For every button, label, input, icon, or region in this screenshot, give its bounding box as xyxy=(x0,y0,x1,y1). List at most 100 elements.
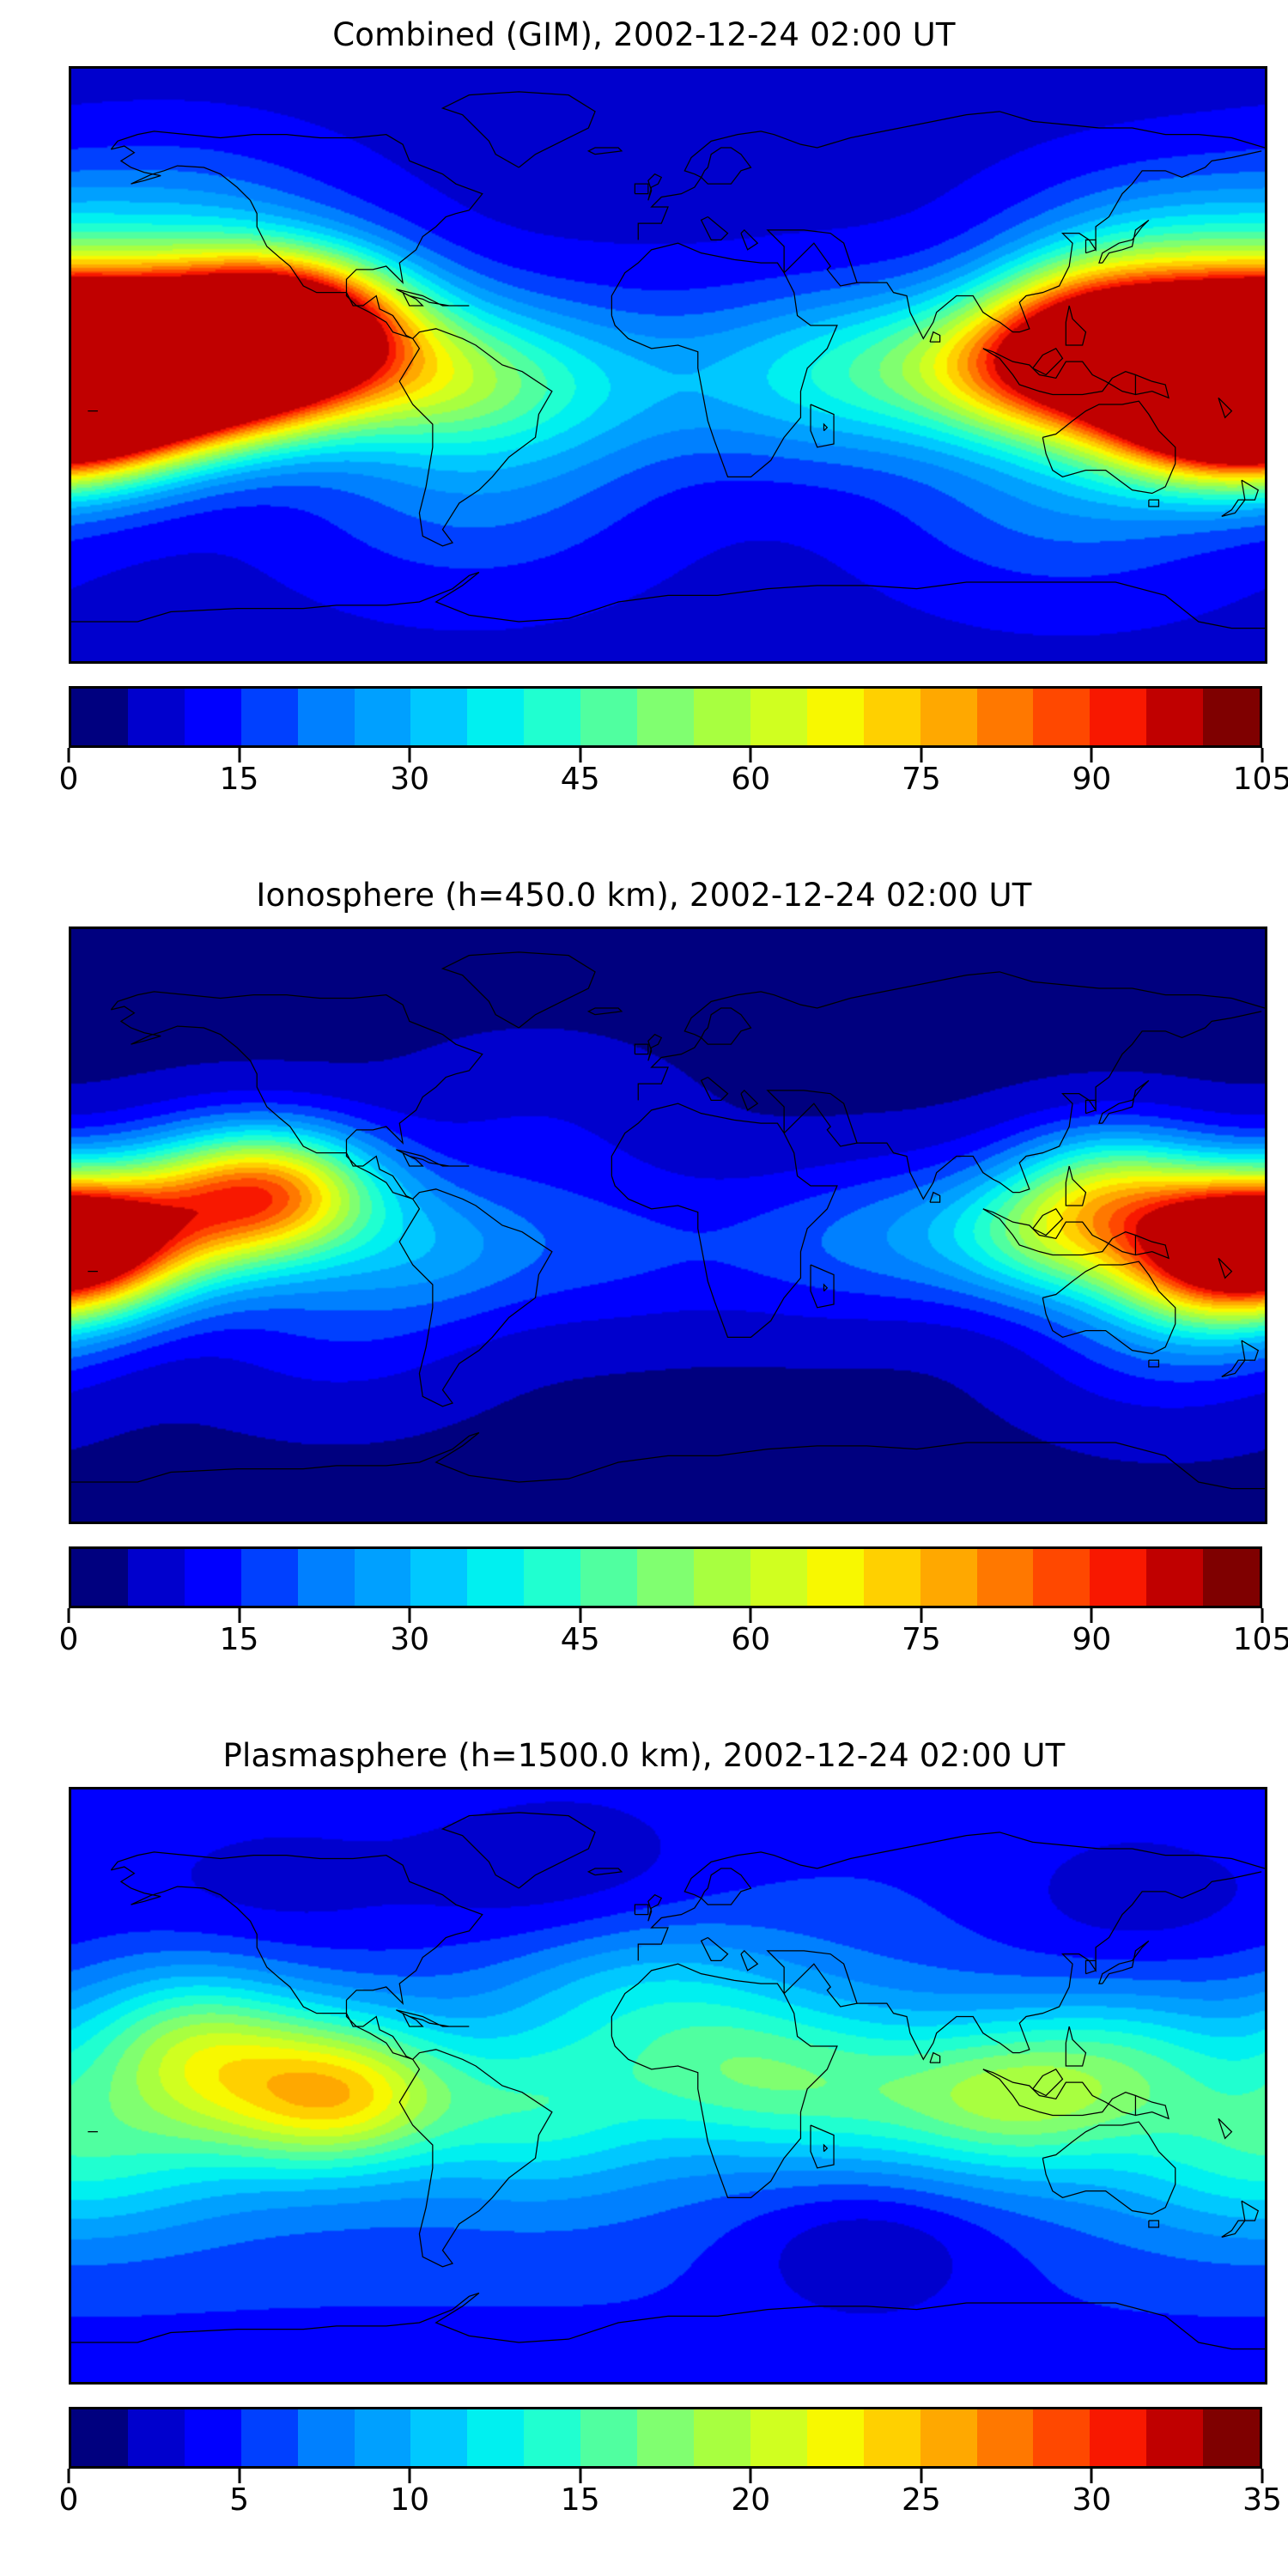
colorbar-tick-label: 90 xyxy=(1072,762,1112,797)
colorbar-plasmasphere xyxy=(69,2407,1262,2469)
colorbar-swatch xyxy=(71,1549,128,1606)
colorbar-ticks-ionosphere: 0 15 30 45 60 75 90 105 xyxy=(59,1608,1288,1667)
colorbar-tickmark xyxy=(238,748,241,762)
colorbar-combined-gim xyxy=(69,686,1262,748)
colorbar-swatch xyxy=(806,2409,864,2466)
colorbar-swatch xyxy=(1033,689,1091,745)
colorbar-swatch xyxy=(467,689,525,745)
colorbar-tickmark xyxy=(238,2469,241,2483)
colorbar-tickmark xyxy=(1090,1608,1093,1623)
colorbar-swatch xyxy=(354,689,411,745)
colorbar-swatch xyxy=(637,1549,694,1606)
colorbar-swatch xyxy=(580,2409,638,2466)
tec-heatmap-plasmasphere xyxy=(71,1789,1265,2382)
colorbar-tickmark xyxy=(579,2469,582,2483)
coastline-overlay-combined-gim xyxy=(71,69,1265,661)
map-axes-plasmasphere xyxy=(69,1787,1267,2385)
colorbar-swatch xyxy=(524,689,581,745)
colorbar-swatch xyxy=(354,1549,411,1606)
colorbar-swatch xyxy=(184,2409,241,2466)
colorbar-swatch xyxy=(1033,1549,1091,1606)
colorbar-ticks-combined-gim: 0 15 30 45 60 75 90 105 xyxy=(59,748,1288,806)
colorbar-swatch xyxy=(580,689,638,745)
colorbar-swatch xyxy=(637,2409,694,2466)
tec-heatmap-ionosphere xyxy=(71,929,1265,1522)
colorbar-swatch xyxy=(297,1549,355,1606)
colorbar-tick-label: 75 xyxy=(901,1622,941,1657)
map-container-ionosphere xyxy=(26,927,1267,1524)
colorbar-tick-label: 45 xyxy=(560,762,600,797)
colorbar-tick-label: 90 xyxy=(1072,1622,1112,1657)
colorbar-tickmark xyxy=(408,1608,411,1623)
colorbar-swatch xyxy=(354,2409,411,2466)
colorbar-swatch xyxy=(240,1549,298,1606)
panel-title-combined-gim: Combined (GIM), 2002-12-24 02:00 UT xyxy=(332,16,956,53)
colorbar-tick-label: 15 xyxy=(219,1622,259,1657)
colorbar-tickmark xyxy=(1261,1608,1264,1623)
colorbar-tick-label: 105 xyxy=(1232,1622,1288,1657)
colorbar-swatch xyxy=(1090,689,1147,745)
colorbar-tickmark xyxy=(67,2469,70,2483)
map-container-combined-gim xyxy=(26,66,1267,664)
colorbar-swatch xyxy=(920,2409,977,2466)
colorbar-tickmark xyxy=(1261,748,1264,762)
colorbar-swatch xyxy=(920,1549,977,1606)
colorbar-swatch xyxy=(524,2409,581,2466)
colorbar-tickmark xyxy=(238,1608,241,1623)
colorbar-tickmark xyxy=(1090,2469,1093,2483)
colorbar-tick-label: 0 xyxy=(58,2482,79,2518)
panel-ionosphere: Ionosphere (h=450.0 km), 2002-12-24 02:0… xyxy=(0,879,1288,1667)
colorbar-swatch xyxy=(750,689,807,745)
colorbar-swatch xyxy=(976,2409,1034,2466)
colorbar-swatch xyxy=(976,689,1034,745)
colorbar-swatch xyxy=(580,1549,638,1606)
colorbar-tick-label: 30 xyxy=(1072,2482,1112,2518)
coastline-overlay-ionosphere xyxy=(71,929,1265,1522)
map-container-plasmasphere xyxy=(26,1787,1267,2385)
colorbar-swatch xyxy=(71,689,128,745)
colorbar-ionosphere xyxy=(69,1546,1262,1608)
colorbar-tick-label: 30 xyxy=(390,762,430,797)
coastline-overlay-plasmasphere xyxy=(71,1789,1265,2382)
colorbar-swatch xyxy=(1090,2409,1147,2466)
colorbar-swatch xyxy=(1203,2409,1261,2466)
colorbar-swatch xyxy=(920,689,977,745)
colorbar-swatch xyxy=(467,1549,525,1606)
colorbar-swatch xyxy=(637,689,694,745)
colorbar-swatch xyxy=(1203,1549,1261,1606)
colorbar-swatch xyxy=(863,2409,920,2466)
colorbar-tick-label: 30 xyxy=(390,1622,430,1657)
colorbar-swatch xyxy=(1090,1549,1147,1606)
colorbar-tickmark xyxy=(1090,748,1093,762)
panel-title-plasmasphere: Plasmasphere (h=1500.0 km), 2002-12-24 0… xyxy=(222,1737,1066,1774)
panel-plasmasphere: Plasmasphere (h=1500.0 km), 2002-12-24 0… xyxy=(0,1740,1288,2527)
panel-title-ionosphere: Ionosphere (h=450.0 km), 2002-12-24 02:0… xyxy=(256,877,1032,914)
colorbar-tickmark xyxy=(1261,2469,1264,2483)
colorbar-tickmark xyxy=(920,2469,923,2483)
colorbar-swatch xyxy=(410,2409,468,2466)
colorbar-tick-label: 5 xyxy=(229,2482,250,2518)
colorbar-swatch xyxy=(863,1549,920,1606)
colorbar-swatch xyxy=(240,689,298,745)
colorbar-tickmark xyxy=(749,2469,752,2483)
colorbar-swatch xyxy=(297,2409,355,2466)
colorbar-tick-label: 105 xyxy=(1232,762,1288,797)
colorbar-swatch xyxy=(127,2409,185,2466)
colorbar-swatch xyxy=(297,689,355,745)
colorbar-swatch xyxy=(1146,1549,1204,1606)
colorbar-swatch xyxy=(1146,2409,1204,2466)
colorbar-swatch xyxy=(1203,689,1261,745)
colorbar-swatch xyxy=(693,2409,750,2466)
colorbar-container-combined-gim: 0 15 30 45 60 75 90 105 xyxy=(26,686,1288,806)
colorbar-tickmark xyxy=(408,748,411,762)
colorbar-swatch xyxy=(693,689,750,745)
colorbar-tick-label: 10 xyxy=(390,2482,430,2518)
colorbar-tickmark xyxy=(67,748,70,762)
colorbar-swatch xyxy=(693,1549,750,1606)
map-axes-combined-gim xyxy=(69,66,1267,664)
colorbar-tick-label: 35 xyxy=(1242,2482,1282,2518)
colorbar-swatch xyxy=(1033,2409,1091,2466)
colorbar-swatch xyxy=(184,1549,241,1606)
colorbar-tick-label: 75 xyxy=(901,762,941,797)
colorbar-tick-label: 20 xyxy=(731,2482,771,2518)
